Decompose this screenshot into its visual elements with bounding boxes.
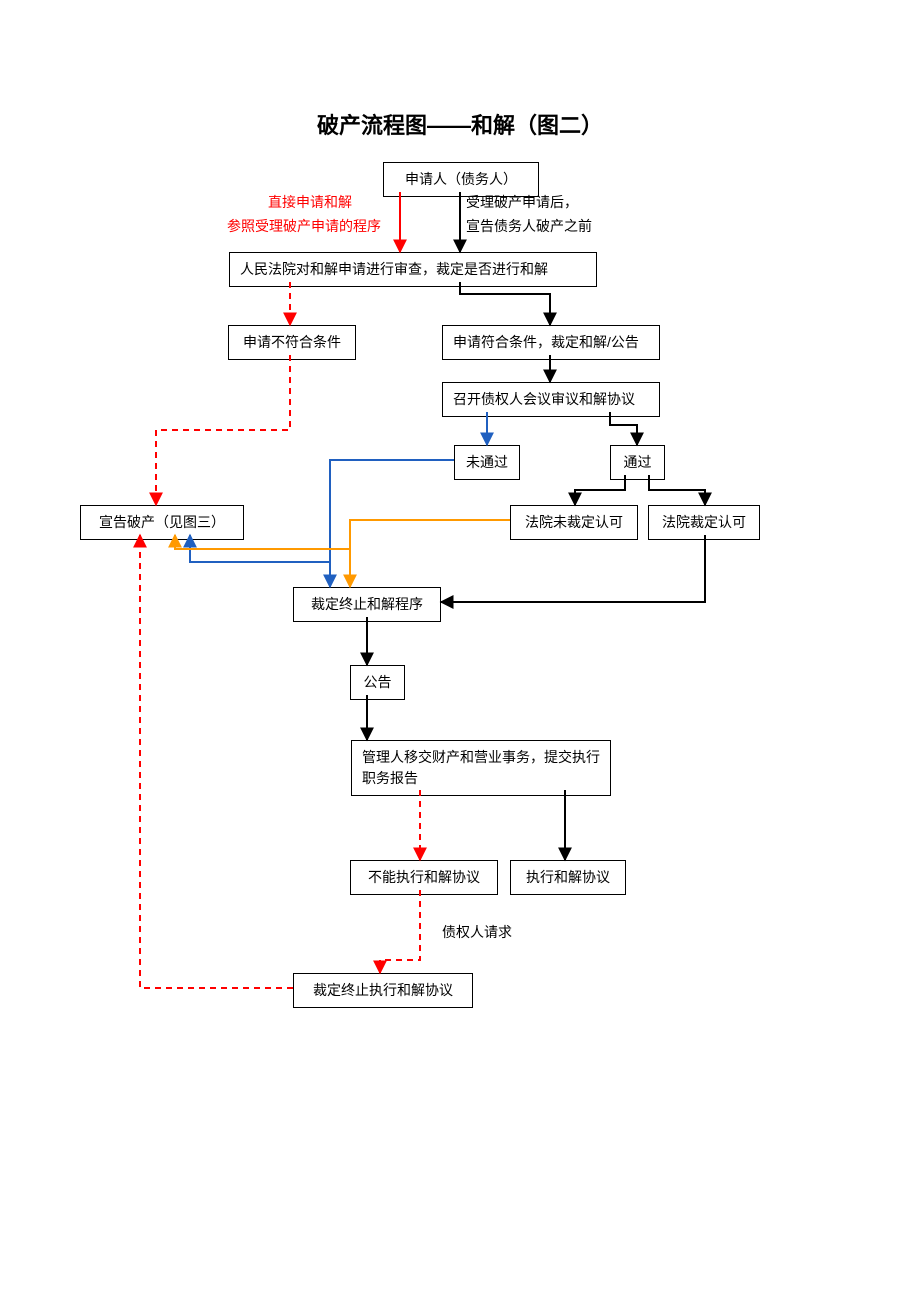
node-declare-bankrupt: 宣告破产（见图三） — [80, 505, 244, 540]
label-after-accept: 受理破产申请后， — [466, 193, 578, 213]
node-handover: 管理人移交财产和营业事务，提交执行职务报告 — [351, 740, 611, 796]
edge-e4 — [460, 282, 550, 325]
label-direct-apply: 直接申请和解 — [268, 193, 352, 213]
node-exec: 执行和解协议 — [510, 860, 626, 895]
edge-e15 — [380, 890, 420, 973]
node-passed: 通过 — [610, 445, 665, 480]
node-not-qualified: 申请不符合条件 — [228, 325, 356, 360]
node-not-approved: 法院未裁定认可 — [510, 505, 638, 540]
node-announce: 公告 — [350, 665, 405, 700]
node-terminate-proc: 裁定终止和解程序 — [293, 587, 441, 622]
node-qualified: 申请符合条件，裁定和解/公告 — [442, 325, 660, 360]
node-not-passed: 未通过 — [454, 445, 520, 480]
edge-e16 — [156, 355, 290, 505]
flowchart-canvas: 破产流程图——和解（图二） 申请人（债务人） 人民法院对和解申请进行审查，裁定是… — [0, 0, 920, 1302]
node-terminate-exec: 裁定终止执行和解协议 — [293, 973, 473, 1008]
node-cannot-exec: 不能执行和解协议 — [350, 860, 498, 895]
label-before-declare: 宣告债务人破产之前 — [466, 217, 592, 237]
node-creditor-meet: 召开债权人会议审议和解协议 — [442, 382, 660, 417]
edge-e18 — [350, 520, 510, 587]
node-applicant: 申请人（债务人） — [383, 162, 539, 197]
edge-e10 — [441, 535, 705, 602]
page-title: 破产流程图——和解（图二） — [0, 108, 920, 140]
node-court-review: 人民法院对和解申请进行审查，裁定是否进行和解 — [229, 252, 597, 287]
label-creditor-req: 债权人请求 — [442, 923, 512, 943]
label-refer-proc: 参照受理破产申请的程序 — [227, 217, 381, 237]
edge-e17 — [330, 460, 454, 587]
node-approved: 法院裁定认可 — [648, 505, 760, 540]
edge-e19 — [140, 535, 293, 988]
